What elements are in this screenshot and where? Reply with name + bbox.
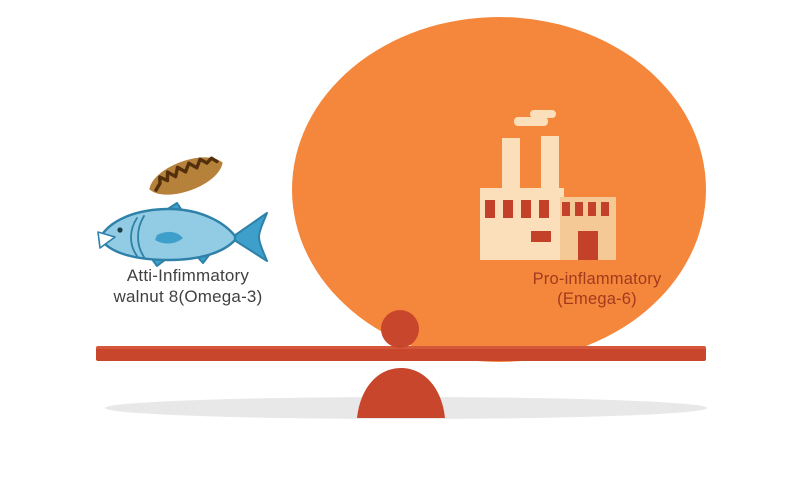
factory-window	[521, 200, 531, 218]
annex-window	[601, 202, 609, 216]
annex-door	[578, 231, 598, 260]
annex-window	[588, 202, 596, 216]
smoke-icon	[530, 110, 556, 118]
chimney-right	[541, 136, 559, 194]
omega6-label-line2: (Emega-6)	[557, 290, 637, 308]
factory-sign	[531, 231, 551, 242]
annex-window	[562, 202, 570, 216]
omega6-label-line1: Pro-inflammatory	[532, 270, 662, 288]
fish-pectoral-fin	[155, 231, 183, 244]
factory-main-building	[480, 188, 564, 260]
chimney-left	[502, 138, 520, 194]
fish-tail	[230, 212, 268, 262]
smoke-icon	[514, 117, 548, 126]
seesaw-beam	[96, 346, 706, 361]
omega3-label-line2: walnut 8(Omega-3)	[113, 287, 263, 306]
fish-mouth	[97, 231, 116, 249]
factory-window	[503, 200, 513, 218]
walnut-icon	[149, 156, 223, 195]
fish-icon	[97, 202, 268, 267]
omega6-label: Pro-inflammatory (Emega-6)	[502, 269, 692, 309]
factory-window	[539, 200, 549, 218]
factory-icon	[480, 110, 616, 260]
factory-window	[485, 200, 495, 218]
omega3-label: Atti-Infimmatory walnut 8(Omega-3)	[76, 265, 300, 307]
annex-window	[575, 202, 583, 216]
fish-eye	[117, 227, 123, 233]
seesaw-base	[357, 368, 445, 418]
omega3-label-line1: Atti-Infimmatory	[126, 266, 250, 285]
pivot-ball	[381, 310, 419, 348]
